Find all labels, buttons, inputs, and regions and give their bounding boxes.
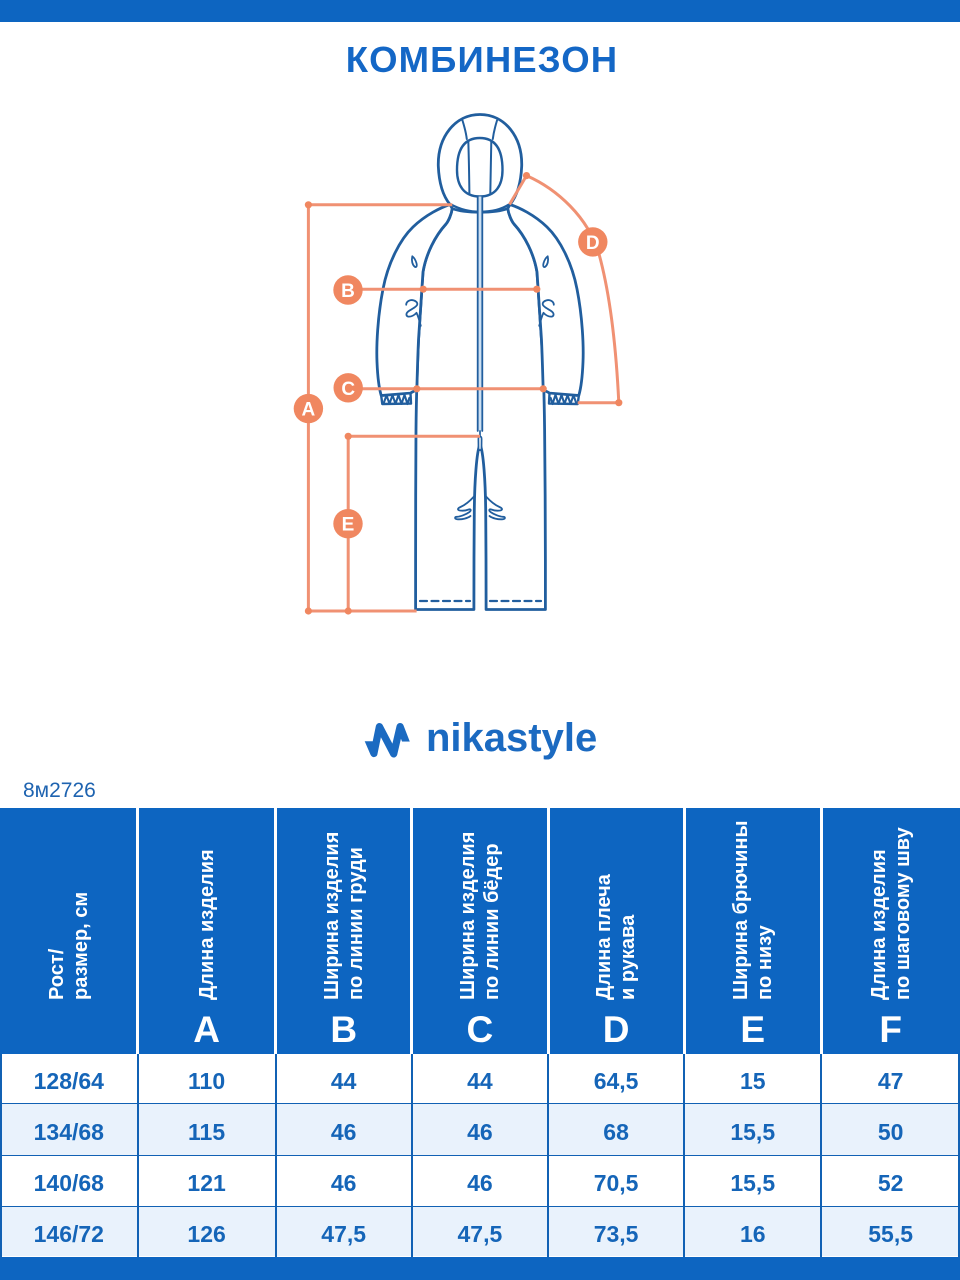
svg-text:E: E [342, 515, 355, 536]
svg-text:B: B [341, 281, 355, 302]
svg-text:C: C [341, 379, 355, 400]
svg-text:A: A [302, 400, 316, 421]
svg-text:D: D [586, 233, 600, 254]
